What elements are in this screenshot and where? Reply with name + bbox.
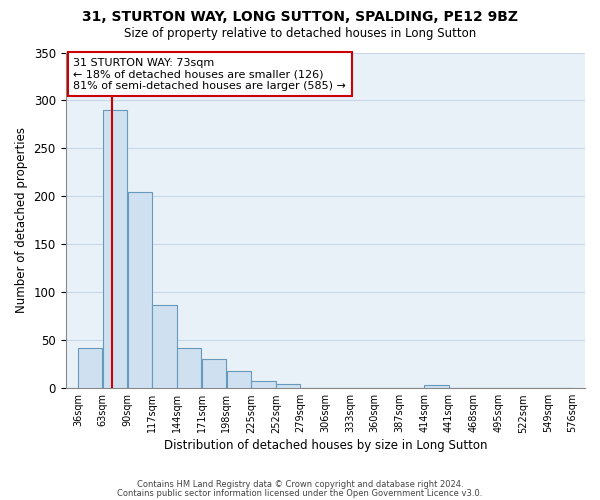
Bar [424, 386, 449, 388]
Text: Contains public sector information licensed under the Open Government Licence v3: Contains public sector information licen… [118, 488, 482, 498]
Bar [202, 360, 226, 388]
Bar [276, 384, 300, 388]
Bar [128, 192, 152, 388]
Text: 31, STURTON WAY, LONG SUTTON, SPALDING, PE12 9BZ: 31, STURTON WAY, LONG SUTTON, SPALDING, … [82, 10, 518, 24]
Bar [152, 305, 176, 388]
Text: 31 STURTON WAY: 73sqm
← 18% of detached houses are smaller (126)
81% of semi-det: 31 STURTON WAY: 73sqm ← 18% of detached … [73, 58, 346, 90]
Y-axis label: Number of detached properties: Number of detached properties [15, 128, 28, 314]
Bar [103, 110, 127, 388]
Text: Size of property relative to detached houses in Long Sutton: Size of property relative to detached ho… [124, 28, 476, 40]
X-axis label: Distribution of detached houses by size in Long Sutton: Distribution of detached houses by size … [164, 440, 487, 452]
Text: Contains HM Land Registry data © Crown copyright and database right 2024.: Contains HM Land Registry data © Crown c… [137, 480, 463, 489]
Bar [251, 380, 275, 388]
Bar [78, 348, 103, 388]
Bar [227, 371, 251, 388]
Bar [177, 348, 202, 388]
